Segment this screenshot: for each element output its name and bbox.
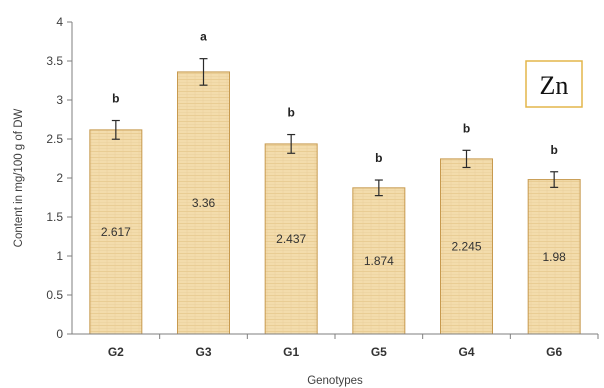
x-ticks: G2 G3 G1 G5 G4 G6 <box>108 334 599 359</box>
y-tick-label: 0 <box>56 327 63 341</box>
y-tick-label: 3 <box>56 93 63 107</box>
bar <box>352 187 406 335</box>
significance-letter: b <box>287 106 294 120</box>
element-annotation-label: Zn <box>540 71 569 100</box>
x-tick-label: G2 <box>108 345 124 359</box>
error-bars-layer <box>111 58 559 197</box>
value-labels: 2.617 3.36 2.437 1.874 2.245 1.98 <box>101 196 566 268</box>
y-tick-label: 1.5 <box>46 210 63 224</box>
y-ticks: 0 0.5 1 1.5 2 2.5 3 3.5 4 <box>46 15 72 341</box>
y-tick-label: 4 <box>56 15 63 29</box>
x-tick-label: G3 <box>195 345 211 359</box>
data-label: 1.874 <box>364 254 394 268</box>
y-tick-label: 3.5 <box>46 54 63 68</box>
y-tick-label: 0.5 <box>46 288 63 302</box>
significance-letter: b <box>550 143 557 157</box>
bars-layer <box>89 71 581 335</box>
y-tick-label: 2 <box>56 171 63 185</box>
significance-letter: b <box>463 121 470 135</box>
significance-labels: b a b b b b <box>112 30 558 165</box>
data-label: 3.36 <box>192 196 216 210</box>
significance-letter: b <box>112 92 119 106</box>
bar <box>440 158 493 335</box>
data-label: 1.98 <box>542 250 566 264</box>
x-axis-title: Genotypes <box>307 375 363 387</box>
data-label: 2.245 <box>451 239 481 253</box>
data-label: 2.437 <box>276 232 306 246</box>
y-axis-title: Content in mg/100 g of DW <box>13 109 25 248</box>
significance-letter: a <box>200 30 207 44</box>
element-annotation: Zn <box>525 60 583 108</box>
element-annotation-box <box>525 60 583 108</box>
y-tick-label: 1 <box>56 249 63 263</box>
x-tick-label: G5 <box>371 345 387 359</box>
x-tick-label: G1 <box>283 345 299 359</box>
bar <box>89 129 143 335</box>
x-tick-label: G4 <box>458 345 474 359</box>
y-tick-label: 2.5 <box>46 132 63 146</box>
data-label: 2.617 <box>101 225 131 239</box>
significance-letter: b <box>375 151 382 165</box>
bar <box>177 71 230 335</box>
x-tick-label: G6 <box>546 345 562 359</box>
bar <box>527 179 581 335</box>
